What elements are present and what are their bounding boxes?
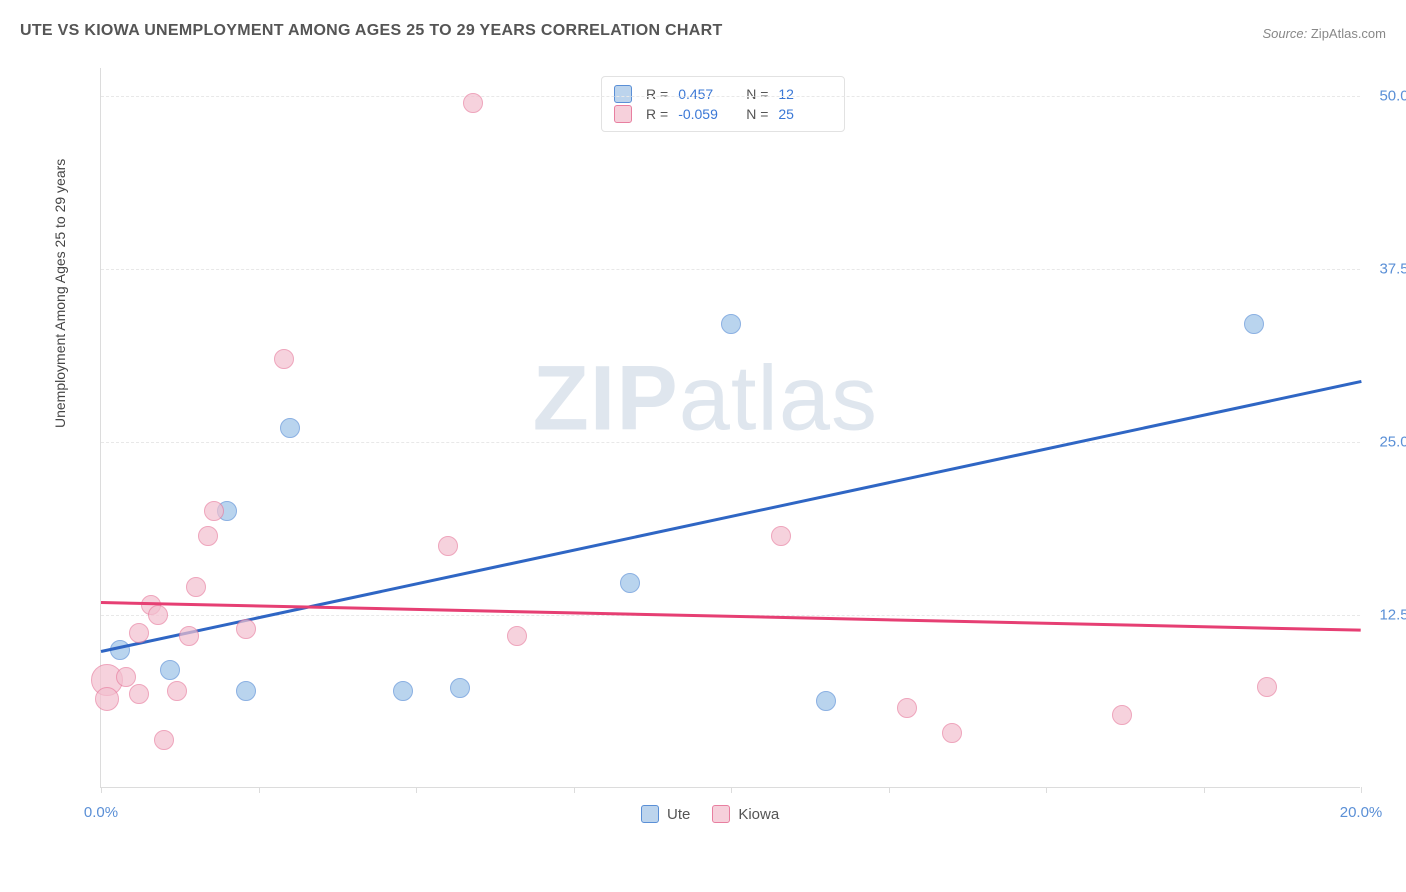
- x-tick-mark: [574, 787, 575, 793]
- r-label: R =: [646, 86, 668, 102]
- data-point-kiowa: [95, 687, 119, 711]
- y-tick-label: 25.0%: [1379, 433, 1406, 450]
- legend-swatch-ute: [614, 85, 632, 103]
- data-point-kiowa: [198, 526, 218, 546]
- data-point-kiowa: [771, 526, 791, 546]
- y-axis-label: Unemployment Among Ages 25 to 29 years: [52, 159, 68, 428]
- series-legend: Ute Kiowa: [641, 805, 779, 823]
- r-value-ute: 0.457: [678, 86, 732, 102]
- x-tick-label: 20.0%: [1340, 804, 1383, 821]
- data-point-ute: [620, 573, 640, 593]
- data-point-ute: [280, 418, 300, 438]
- data-point-kiowa: [148, 605, 168, 625]
- data-point-kiowa: [507, 626, 527, 646]
- r-value-kiowa: -0.059: [678, 106, 732, 122]
- legend-label-ute: Ute: [667, 806, 690, 823]
- gridline: [101, 96, 1360, 97]
- data-point-kiowa: [1257, 677, 1277, 697]
- data-point-kiowa: [438, 536, 458, 556]
- watermark: ZIPatlas: [533, 346, 878, 451]
- legend-swatch-kiowa: [614, 105, 632, 123]
- data-point-ute: [1244, 314, 1264, 334]
- correlation-legend: R = 0.457 N = 12 R = -0.059 N = 25: [601, 76, 845, 132]
- legend-swatch-ute-bottom: [641, 805, 659, 823]
- x-tick-mark: [259, 787, 260, 793]
- legend-item-ute: Ute: [641, 805, 690, 823]
- x-tick-mark: [1361, 787, 1362, 793]
- n-label: N =: [746, 86, 768, 102]
- data-point-kiowa: [129, 623, 149, 643]
- data-point-kiowa: [1112, 705, 1132, 725]
- data-point-kiowa: [942, 723, 962, 743]
- data-point-kiowa: [179, 626, 199, 646]
- data-point-ute: [450, 678, 470, 698]
- data-point-ute: [816, 691, 836, 711]
- data-point-ute: [393, 681, 413, 701]
- data-point-kiowa: [186, 577, 206, 597]
- r-label: R =: [646, 106, 668, 122]
- gridline: [101, 269, 1360, 270]
- data-point-kiowa: [236, 619, 256, 639]
- data-point-ute: [236, 681, 256, 701]
- x-tick-mark: [101, 787, 102, 793]
- n-value-ute: 12: [778, 86, 832, 102]
- data-point-kiowa: [897, 698, 917, 718]
- data-point-kiowa: [129, 684, 149, 704]
- watermark-bold: ZIP: [533, 347, 679, 449]
- x-tick-mark: [416, 787, 417, 793]
- legend-row-ute: R = 0.457 N = 12: [614, 85, 832, 103]
- data-point-ute: [160, 660, 180, 680]
- y-tick-label: 37.5%: [1379, 260, 1406, 277]
- n-label: N =: [746, 106, 768, 122]
- n-value-kiowa: 25: [778, 106, 832, 122]
- legend-row-kiowa: R = -0.059 N = 25: [614, 105, 832, 123]
- x-tick-mark: [1046, 787, 1047, 793]
- data-point-ute: [721, 314, 741, 334]
- data-point-kiowa: [463, 93, 483, 113]
- data-point-kiowa: [167, 681, 187, 701]
- legend-swatch-kiowa-bottom: [712, 805, 730, 823]
- legend-label-kiowa: Kiowa: [738, 806, 779, 823]
- data-point-kiowa: [154, 730, 174, 750]
- watermark-light: atlas: [679, 347, 878, 449]
- plot-area: ZIPatlas R = 0.457 N = 12 R = -0.059 N =…: [100, 68, 1360, 788]
- y-tick-label: 50.0%: [1379, 87, 1406, 104]
- y-tick-label: 12.5%: [1379, 606, 1406, 623]
- chart-container: Unemployment Among Ages 25 to 29 years Z…: [50, 58, 1390, 848]
- trend-line-kiowa: [101, 601, 1361, 632]
- data-point-kiowa: [204, 501, 224, 521]
- x-tick-mark: [731, 787, 732, 793]
- gridline: [101, 442, 1360, 443]
- legend-item-kiowa: Kiowa: [712, 805, 779, 823]
- source-name: ZipAtlas.com: [1311, 26, 1386, 41]
- x-tick-mark: [1204, 787, 1205, 793]
- x-tick-mark: [889, 787, 890, 793]
- chart-title: UTE VS KIOWA UNEMPLOYMENT AMONG AGES 25 …: [20, 22, 723, 40]
- source-prefix: Source:: [1262, 26, 1310, 41]
- data-point-kiowa: [274, 349, 294, 369]
- x-tick-label: 0.0%: [84, 804, 118, 821]
- source-attribution: Source: ZipAtlas.com: [1262, 26, 1386, 41]
